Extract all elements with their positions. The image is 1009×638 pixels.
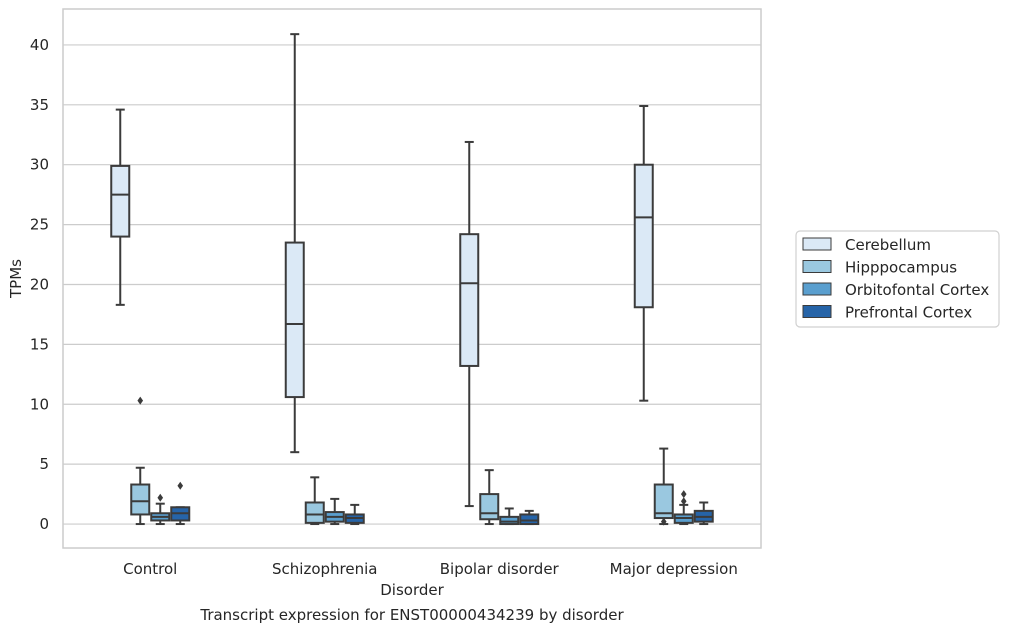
outlier-point — [157, 493, 164, 502]
x-tick-label: Bipolar disorder — [440, 560, 560, 578]
box-iqr — [304, 501, 325, 524]
x-tick-label: Schizophrenia — [272, 560, 377, 578]
y-tick-label: 5 — [39, 455, 49, 473]
outlier-point — [680, 497, 687, 506]
outlier-point — [177, 481, 184, 490]
y-tick-label: 25 — [30, 216, 49, 234]
legend-label: Orbitofontal Cortex — [845, 281, 989, 299]
box-iqr — [633, 163, 654, 309]
box-iqr — [459, 233, 480, 367]
legend-box — [795, 230, 1000, 328]
legend-swatch — [802, 237, 832, 251]
box-iqr — [519, 513, 540, 526]
outlier-point — [137, 396, 144, 405]
x-tick-label: Major depression — [610, 560, 738, 578]
y-tick-label: 0 — [39, 515, 49, 533]
y-tick-label: 35 — [30, 96, 49, 114]
x-axis-label: Disorder — [380, 581, 444, 599]
y-tick-label: 20 — [30, 275, 49, 293]
y-axis-label: TPMs — [7, 259, 25, 299]
legend-swatch — [802, 260, 832, 273]
legend-label: Cerebellum — [845, 236, 931, 254]
box-iqr — [130, 483, 151, 516]
legend-label: Hipppocampus — [845, 259, 957, 277]
figure-caption: Transcript expression for ENST0000043423… — [200, 606, 624, 624]
y-tick-label: 10 — [30, 395, 49, 413]
outlier-point — [660, 517, 667, 526]
box-iqr — [284, 241, 305, 399]
y-tick-label: 40 — [30, 36, 49, 54]
plot-frame — [62, 8, 762, 549]
y-tick-label: 15 — [30, 335, 49, 353]
x-tick-label: Control — [123, 560, 177, 578]
box-iqr — [479, 493, 500, 521]
box-iqr — [499, 515, 520, 526]
outlier-point — [680, 490, 687, 499]
box-iqr — [110, 164, 131, 238]
legend-label: Prefrontal Cortex — [845, 304, 972, 322]
y-tick-label: 30 — [30, 156, 49, 174]
legend-swatch — [802, 282, 832, 296]
legend-swatch — [802, 305, 832, 318]
